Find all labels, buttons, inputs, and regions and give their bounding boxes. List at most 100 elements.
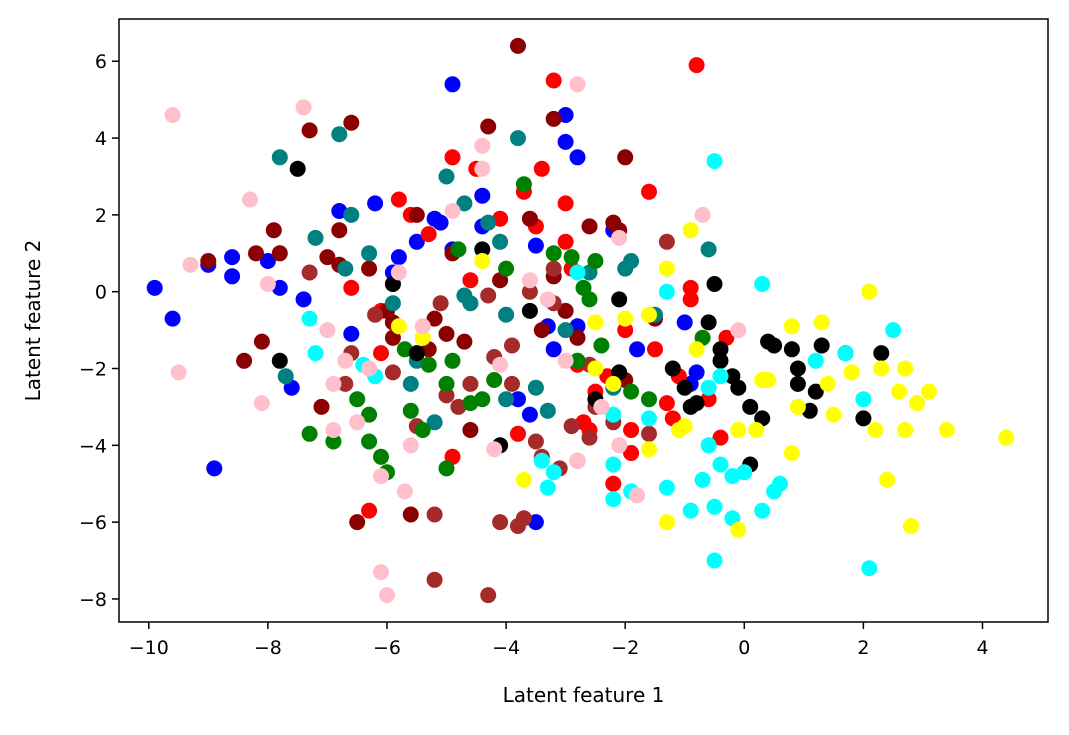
y-axis: −8 −6 −4 −2 0 2 4 6: [79, 51, 119, 611]
data-point: [557, 302, 574, 319]
data-point: [277, 368, 294, 385]
data-point: [557, 352, 574, 369]
data-point: [271, 352, 288, 369]
data-point: [373, 564, 389, 581]
data-point: [682, 502, 699, 519]
data-point: [325, 422, 342, 438]
data-point: [629, 487, 646, 504]
data-point: [700, 379, 717, 396]
data-point: [331, 126, 348, 143]
data-point: [373, 448, 389, 465]
data-point: [301, 310, 318, 327]
data-point: [783, 445, 800, 461]
data-point: [349, 414, 366, 431]
data-point: [545, 464, 562, 481]
data-point: [325, 375, 342, 392]
data-point: [379, 587, 395, 604]
data-point: [253, 395, 270, 412]
data-point: [301, 122, 318, 139]
data-point: [527, 514, 544, 531]
y-tick-label: −2: [79, 359, 107, 381]
data-point: [712, 368, 729, 385]
data-point: [658, 514, 675, 531]
data-point: [605, 456, 622, 473]
data-point: [510, 37, 526, 54]
data-point: [557, 322, 574, 339]
data-point: [658, 283, 675, 300]
data-point: [361, 502, 378, 519]
data-point: [581, 429, 598, 446]
data-point: [807, 383, 824, 400]
data-point: [682, 291, 699, 308]
data-point: [581, 291, 598, 308]
plot-frame: [118, 18, 1049, 623]
data-point: [581, 218, 598, 235]
y-axis-label: Latent feature 2: [21, 240, 45, 402]
data-point: [248, 245, 264, 262]
data-point: [557, 195, 574, 212]
data-point: [498, 306, 515, 323]
data-point: [450, 241, 467, 258]
data-point: [510, 391, 526, 408]
data-point: [420, 356, 437, 373]
data-point: [617, 310, 634, 327]
data-point: [789, 398, 806, 415]
data-point: [527, 379, 544, 396]
data-point: [641, 391, 657, 408]
data-point: [569, 149, 586, 166]
data-point: [754, 502, 771, 519]
y-tick-label: −4: [79, 435, 107, 457]
data-point: [504, 375, 520, 392]
data-point: [676, 418, 693, 435]
data-point: [879, 471, 896, 488]
data-point: [539, 479, 556, 496]
data-point: [224, 268, 241, 285]
data-point: [658, 395, 675, 412]
data-point: [206, 460, 223, 477]
data-point: [367, 306, 384, 323]
data-point: [760, 372, 777, 388]
data-point: [813, 337, 830, 354]
data-point: [789, 360, 806, 377]
data-point: [474, 137, 491, 154]
data-point: [259, 276, 276, 292]
data-point: [390, 249, 407, 266]
data-point: [444, 149, 461, 166]
data-point: [456, 333, 473, 350]
data-point: [706, 498, 723, 515]
data-point: [450, 398, 467, 415]
data-point: [236, 352, 253, 369]
data-point: [611, 437, 628, 454]
data-point: [658, 233, 675, 250]
data-point: [480, 287, 497, 304]
data-point: [402, 402, 419, 419]
data-point: [474, 391, 491, 408]
data-point: [897, 422, 914, 438]
y-tick-label: 4: [95, 128, 107, 150]
data-point: [331, 203, 348, 219]
data-point: [569, 352, 586, 369]
data-point: [587, 253, 604, 269]
data-point: [480, 214, 497, 231]
data-point: [712, 341, 729, 358]
data-point: [295, 291, 312, 308]
data-point: [545, 245, 562, 262]
data-point: [605, 375, 622, 392]
data-point: [361, 406, 378, 423]
data-point: [331, 222, 348, 239]
data-point: [593, 398, 610, 415]
data-point: [694, 206, 711, 223]
x-tick-label: −6: [373, 637, 401, 659]
data-point: [617, 322, 634, 339]
data-point: [480, 118, 497, 135]
data-point: [682, 222, 699, 239]
data-point: [605, 406, 622, 423]
data-point: [492, 356, 509, 373]
data-point: [200, 253, 217, 269]
data-point: [343, 206, 360, 223]
data-point: [146, 279, 163, 296]
data-point: [563, 249, 580, 266]
data-point: [462, 295, 479, 312]
data-point: [343, 114, 360, 131]
data-point: [545, 110, 562, 127]
